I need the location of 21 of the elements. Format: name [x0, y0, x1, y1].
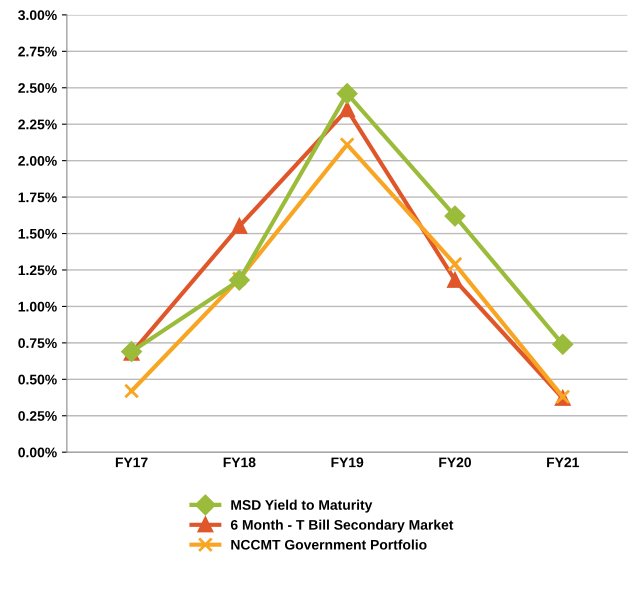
y-tick-label: 1.50%: [18, 228, 57, 239]
y-tick-label: 3.00%: [18, 10, 57, 20]
y-tick-label: 2.50%: [18, 83, 57, 93]
y-tick-label: 1.75%: [18, 192, 57, 202]
y-tick-label: 0.00%: [18, 448, 57, 458]
legend-label: NCCMT Government Portfolio: [231, 539, 427, 550]
y-tick-label: 0.25%: [18, 411, 57, 421]
y-tick-label: 1.00%: [18, 302, 57, 312]
x-tick-label: FY19: [331, 457, 364, 468]
legend-label: MSD Yield to Maturity: [231, 500, 372, 513]
y-tick-label: 2.75%: [18, 46, 57, 56]
x-tick-label: FY20: [439, 457, 471, 468]
y-tick-label: 0.75%: [18, 338, 57, 348]
legend-label: 6 Month - T Bill Secondary Market: [230, 520, 454, 533]
y-tick-label: 0.50%: [18, 374, 57, 384]
y-tick-label: 2.00%: [18, 156, 57, 166]
y-tick-label: 1.25%: [18, 265, 57, 276]
x-tick-label: FY17: [116, 458, 148, 468]
x-tick-label: FY18: [224, 457, 256, 468]
y-tick-label: 2.25%: [18, 120, 57, 130]
x-tick-label: FY21: [547, 457, 579, 468]
